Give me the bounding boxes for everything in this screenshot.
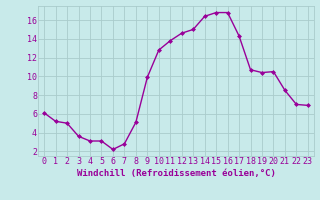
X-axis label: Windchill (Refroidissement éolien,°C): Windchill (Refroidissement éolien,°C) (76, 169, 276, 178)
